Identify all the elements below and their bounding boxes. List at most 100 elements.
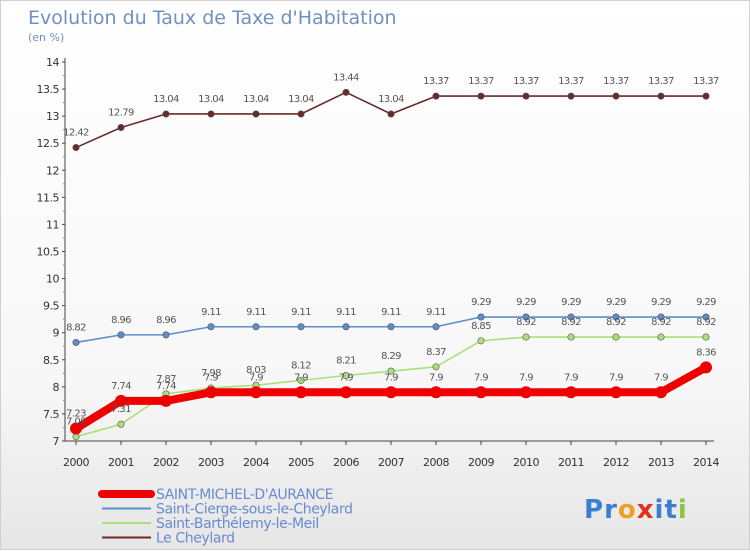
x-tick-label: 2006	[333, 456, 359, 469]
y-tick-label: 8.5	[43, 354, 59, 367]
data-label: 9.11	[291, 307, 311, 318]
logo-wordmark: Proxiti	[584, 495, 688, 525]
data-point	[520, 386, 532, 399]
data-label: 13.37	[648, 76, 674, 87]
data-label: 8.29	[381, 351, 401, 362]
chart-subtitle: (en %)	[28, 31, 64, 44]
data-label: 7.9	[429, 372, 443, 383]
data-label: 13.37	[468, 76, 494, 87]
y-tick-label: 9	[53, 327, 60, 340]
x-tick-label: 2009	[468, 456, 494, 469]
data-label: 9.29	[561, 297, 581, 308]
data-label: 7.74	[156, 381, 176, 392]
data-point	[612, 92, 620, 100]
data-label: 8.12	[291, 360, 311, 371]
data-label: 8.96	[156, 315, 176, 326]
y-tick-label: 11	[46, 218, 59, 231]
data-point	[387, 110, 395, 118]
data-label: 9.29	[651, 297, 671, 308]
x-tick-label: 2007	[378, 456, 404, 469]
data-label: 12.79	[108, 108, 134, 119]
data-label: 13.04	[288, 94, 314, 105]
data-point	[565, 386, 577, 399]
data-label: 8.92	[516, 317, 536, 328]
data-point	[117, 331, 125, 339]
legend-label: Le Cheylard	[156, 531, 235, 547]
data-label: 13.04	[378, 94, 404, 105]
data-label: 13.04	[243, 94, 269, 105]
y-tick-label: 7	[53, 435, 60, 448]
data-point	[475, 386, 487, 399]
data-label: 13.04	[153, 94, 179, 105]
data-label: 13.04	[198, 94, 224, 105]
data-point	[522, 313, 530, 321]
data-label: 8.37	[426, 347, 446, 358]
x-tick-label: 2001	[108, 456, 134, 469]
x-tick-label: 2008	[423, 456, 449, 469]
y-tick-label: 9.5	[43, 300, 59, 313]
logo-letter: r	[604, 495, 618, 525]
data-point	[567, 92, 575, 100]
data-point	[522, 92, 530, 100]
data-label: 7.23	[66, 409, 86, 420]
data-label: 8.21	[336, 355, 356, 366]
data-point	[115, 394, 127, 407]
data-label: 9.11	[336, 307, 356, 318]
data-label: 13.37	[693, 76, 719, 87]
data-label: 8.92	[651, 317, 671, 328]
y-tick-label: 14	[46, 56, 59, 69]
y-tick-label: 12	[46, 164, 59, 177]
data-label: 7.9	[474, 372, 488, 383]
data-point	[612, 313, 620, 321]
data-point	[117, 124, 125, 132]
y-tick-label: 8	[53, 381, 60, 394]
data-label: 7.9	[294, 372, 308, 383]
data-point	[297, 110, 305, 118]
legend-label: SAINT-MICHEL-D'AURANCE	[156, 487, 333, 503]
data-point	[567, 313, 575, 321]
data-point	[387, 367, 395, 375]
data-point	[567, 333, 575, 341]
data-point	[430, 386, 442, 399]
data-point	[477, 92, 485, 100]
x-tick-label: 2013	[648, 456, 674, 469]
logo-letter: P	[584, 495, 604, 525]
data-point	[72, 338, 80, 346]
proxiti-logo: Proxiti	[584, 495, 688, 525]
data-label: 13.37	[558, 76, 584, 87]
data-point	[297, 323, 305, 331]
data-point	[657, 313, 665, 321]
data-label: 9.11	[381, 307, 401, 318]
data-label: 7.9	[519, 372, 533, 383]
data-label: 9.29	[606, 297, 626, 308]
data-label: 12.42	[63, 128, 89, 139]
data-label: 13.37	[423, 76, 449, 87]
data-point	[432, 92, 440, 100]
data-label: 7.9	[339, 372, 353, 383]
data-point	[387, 323, 395, 331]
data-point	[702, 313, 710, 321]
data-label: 8.03	[246, 365, 266, 376]
data-label: 9.11	[246, 307, 266, 318]
data-point	[162, 110, 170, 118]
data-label: 13.44	[333, 72, 359, 83]
legend-label: Saint-Cierge-sous-le-Cheylard	[156, 502, 353, 518]
y-tick-label: 7.5	[43, 408, 59, 421]
x-tick-label: 2010	[513, 456, 539, 469]
data-label: 7.08	[66, 417, 86, 428]
data-point	[340, 386, 352, 399]
data-point	[702, 333, 710, 341]
data-point	[72, 144, 80, 152]
data-label: 7.9	[204, 372, 218, 383]
data-label: 9.29	[516, 297, 536, 308]
data-point	[70, 422, 82, 435]
logo-letter: t	[664, 495, 677, 525]
data-point	[207, 323, 215, 331]
data-point	[160, 394, 172, 407]
data-point	[432, 323, 440, 331]
data-point	[477, 313, 485, 321]
data-label: 8.82	[66, 322, 86, 333]
logo-letter: i	[678, 495, 688, 525]
